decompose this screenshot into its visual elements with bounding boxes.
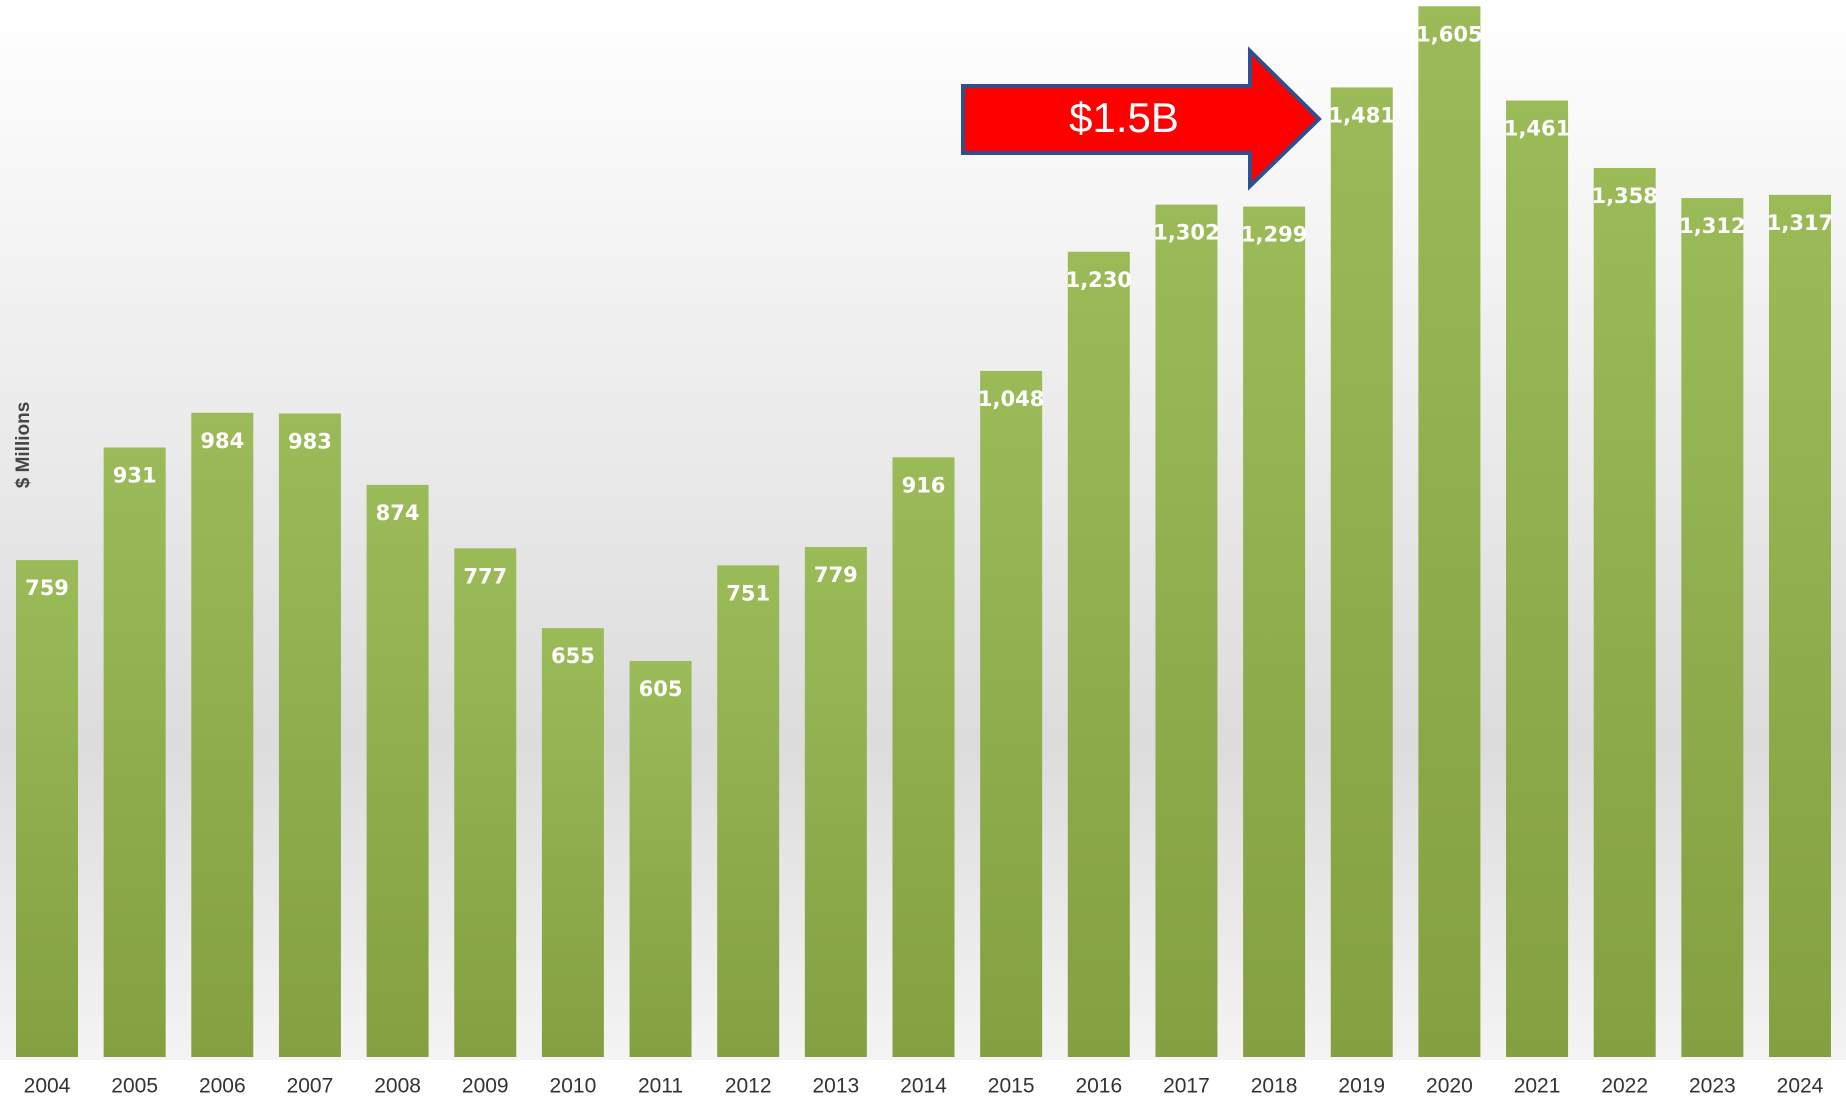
x-tick-label: 2004 — [24, 1075, 71, 1098]
value-label: 1,317 — [1767, 211, 1833, 235]
arrow — [961, 46, 1322, 191]
value-label: 605 — [639, 677, 683, 701]
y-axis-label: $ Millions — [13, 402, 34, 489]
bar — [717, 565, 780, 1057]
bar — [1243, 206, 1306, 1057]
x-tick-label: 2011 — [638, 1075, 683, 1098]
bar — [1330, 87, 1393, 1058]
x-tick-label: 2006 — [199, 1075, 246, 1098]
x-tick-label: 2007 — [287, 1075, 334, 1098]
value-label: 874 — [376, 501, 420, 525]
x-tick-label: 2024 — [1777, 1075, 1824, 1098]
bar — [366, 484, 429, 1057]
x-tick-label: 2009 — [462, 1075, 509, 1098]
bar — [1067, 251, 1130, 1057]
bar — [454, 548, 517, 1057]
x-tick-label: 2014 — [900, 1075, 947, 1098]
value-label: 931 — [113, 464, 157, 488]
x-tick-label: 2015 — [988, 1075, 1035, 1098]
value-label: 1,302 — [1153, 221, 1219, 245]
x-tick-label: 2008 — [374, 1075, 421, 1098]
value-label: 1,312 — [1679, 214, 1745, 238]
bar — [278, 413, 341, 1057]
value-label: 655 — [551, 644, 595, 668]
annotation-text: $1.5B — [1069, 94, 1179, 141]
bar — [16, 560, 78, 1057]
x-tick-label: 2010 — [550, 1075, 597, 1098]
x-tick-label: 2017 — [1163, 1075, 1210, 1098]
x-tick-label: 2022 — [1601, 1075, 1648, 1098]
value-label: 1,299 — [1241, 223, 1307, 247]
x-tick-label: 2018 — [1251, 1075, 1298, 1098]
bar — [1681, 198, 1744, 1057]
x-tick-label: 2019 — [1338, 1075, 1385, 1098]
value-label: 1,481 — [1329, 103, 1395, 127]
x-tick-label: 2021 — [1514, 1075, 1561, 1098]
x-tick-label: 2012 — [725, 1075, 772, 1098]
bar — [103, 447, 166, 1057]
bar — [892, 457, 955, 1058]
value-label: 983 — [288, 429, 332, 453]
value-label: 777 — [463, 564, 507, 588]
value-label: 759 — [25, 576, 69, 600]
x-tick-label: 2016 — [1075, 1075, 1122, 1098]
bar — [191, 412, 254, 1057]
x-tick-label: 2013 — [812, 1075, 859, 1098]
bars: 759 931 984 983 874 777 655 605 751 779 916 1,048 1,… — [16, 6, 1833, 1058]
bar — [980, 370, 1043, 1058]
bar — [1593, 167, 1656, 1058]
bar — [1769, 194, 1831, 1057]
x-tick-label: 2023 — [1689, 1075, 1736, 1098]
value-label: 916 — [902, 473, 946, 497]
value-label: 1,358 — [1591, 184, 1657, 208]
x-tick-label: 2020 — [1426, 1075, 1473, 1098]
value-label: 984 — [200, 429, 244, 453]
bar — [804, 547, 867, 1057]
bar — [1155, 204, 1218, 1058]
value-label: 1,605 — [1416, 22, 1482, 46]
bar — [1506, 100, 1569, 1058]
value-label: 751 — [726, 581, 770, 605]
value-label: 1,230 — [1066, 268, 1132, 292]
bar — [1418, 6, 1481, 1057]
x-tick-label: 2005 — [111, 1075, 158, 1098]
value-label: 1,048 — [978, 387, 1044, 411]
value-label: 1,461 — [1504, 117, 1570, 141]
bar — [629, 660, 692, 1057]
annotation-arrow: $1.5B — [961, 46, 1322, 191]
bar — [541, 628, 604, 1057]
value-label: 779 — [814, 563, 858, 587]
